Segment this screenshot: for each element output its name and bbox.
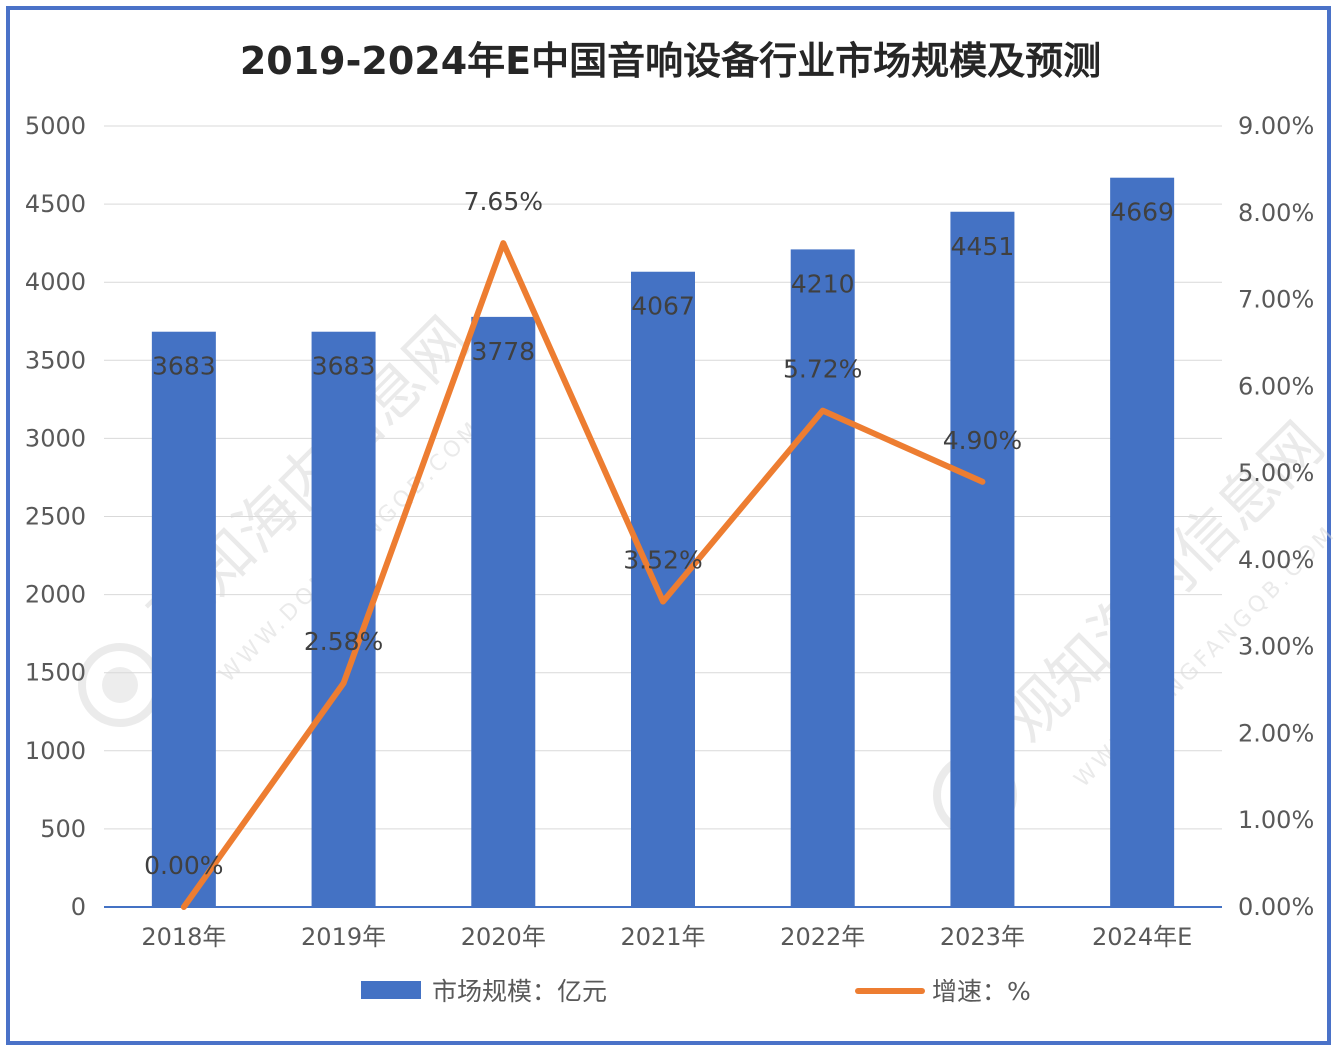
y-left-tick-label: 5000 bbox=[25, 112, 86, 140]
watermark-left: 观知海内信息网 WWW.DONGFANGQB.COM bbox=[78, 304, 487, 727]
bar-value-label: 4451 bbox=[951, 232, 1015, 261]
y-left-tick-label: 1500 bbox=[25, 659, 86, 687]
x-tick-label: 2024年E bbox=[1092, 923, 1192, 951]
bar bbox=[950, 211, 1015, 908]
y-right-tick-label: 9.00% bbox=[1238, 112, 1314, 140]
line-value-label: 0.00% bbox=[144, 851, 223, 880]
line-value-label: 4.90% bbox=[943, 426, 1022, 455]
y-right-tick-label: 4.00% bbox=[1238, 546, 1314, 574]
y-left-tick-label: 0 bbox=[71, 893, 86, 921]
axes: 0 500 1000 1500 2000 2500 3000 3500 4000 4500 5000… bbox=[25, 112, 1314, 951]
y-left-tick-label: 1000 bbox=[25, 737, 86, 765]
x-tick-label: 2020年 bbox=[461, 923, 546, 951]
legend: 市场规模：亿元 增速：% bbox=[361, 977, 1031, 1006]
bar bbox=[151, 331, 216, 907]
y-right-tick-label: 6.00% bbox=[1238, 372, 1314, 400]
y-left-tick-label: 2500 bbox=[25, 503, 86, 531]
y-right-tick-label: 5.00% bbox=[1238, 459, 1314, 487]
y-right-tick-label: 0.00% bbox=[1238, 893, 1314, 921]
y-left-tick-label: 2000 bbox=[25, 581, 86, 609]
y-left-tick-label: 3500 bbox=[25, 346, 86, 374]
bar bbox=[790, 249, 855, 907]
bar-value-label: 3778 bbox=[471, 337, 535, 366]
y-left-tick-label: 4500 bbox=[25, 190, 86, 218]
chart-title: 2019-2024年E中国音响设备行业市场规模及预测 bbox=[239, 39, 1102, 83]
bar-value-label: 4067 bbox=[631, 292, 695, 321]
bar-value-label: 3683 bbox=[312, 352, 376, 381]
legend-line-label: 增速：% bbox=[932, 977, 1031, 1006]
legend-bar-label: 市场规模：亿元 bbox=[432, 977, 607, 1006]
bar-series bbox=[151, 177, 1175, 908]
bar-value-label: 4210 bbox=[791, 269, 855, 298]
x-tick-label: 2022年 bbox=[780, 923, 865, 951]
line-value-label: 5.72% bbox=[783, 355, 862, 384]
y-left-tick-label: 3000 bbox=[25, 424, 86, 452]
bar bbox=[1110, 177, 1175, 907]
y-right-tick-label: 8.00% bbox=[1238, 199, 1314, 227]
y-left-tick-label: 4000 bbox=[25, 268, 86, 296]
line-series bbox=[180, 240, 986, 910]
x-tick-label: 2018年 bbox=[141, 923, 226, 951]
bar-value-label: 4669 bbox=[1110, 198, 1174, 227]
y-right-tick-label: 7.00% bbox=[1238, 286, 1314, 314]
bar-value-label: 3683 bbox=[152, 352, 216, 381]
x-tick-label: 2021年 bbox=[620, 923, 705, 951]
bar bbox=[471, 316, 536, 907]
line-value-label: 7.65% bbox=[464, 187, 543, 216]
line-value-label: 2.58% bbox=[304, 627, 383, 656]
y-left-tick-label: 500 bbox=[40, 815, 86, 843]
bar bbox=[631, 271, 695, 907]
y-right-tick-label: 2.00% bbox=[1238, 719, 1314, 747]
x-tick-label: 2023年 bbox=[940, 923, 1025, 951]
growth-line bbox=[180, 240, 986, 910]
y-right-tick-label: 1.00% bbox=[1238, 806, 1314, 834]
data-labels: 3683 3683 3778 4067 4210 4451 4669 0.00% 2.58% 7.… bbox=[144, 187, 1174, 880]
line-value-label: 3.52% bbox=[623, 546, 702, 575]
x-tick-label: 2019年 bbox=[301, 923, 386, 951]
y-right-tick-label: 3.00% bbox=[1238, 633, 1314, 661]
legend-bar-swatch bbox=[361, 981, 421, 999]
